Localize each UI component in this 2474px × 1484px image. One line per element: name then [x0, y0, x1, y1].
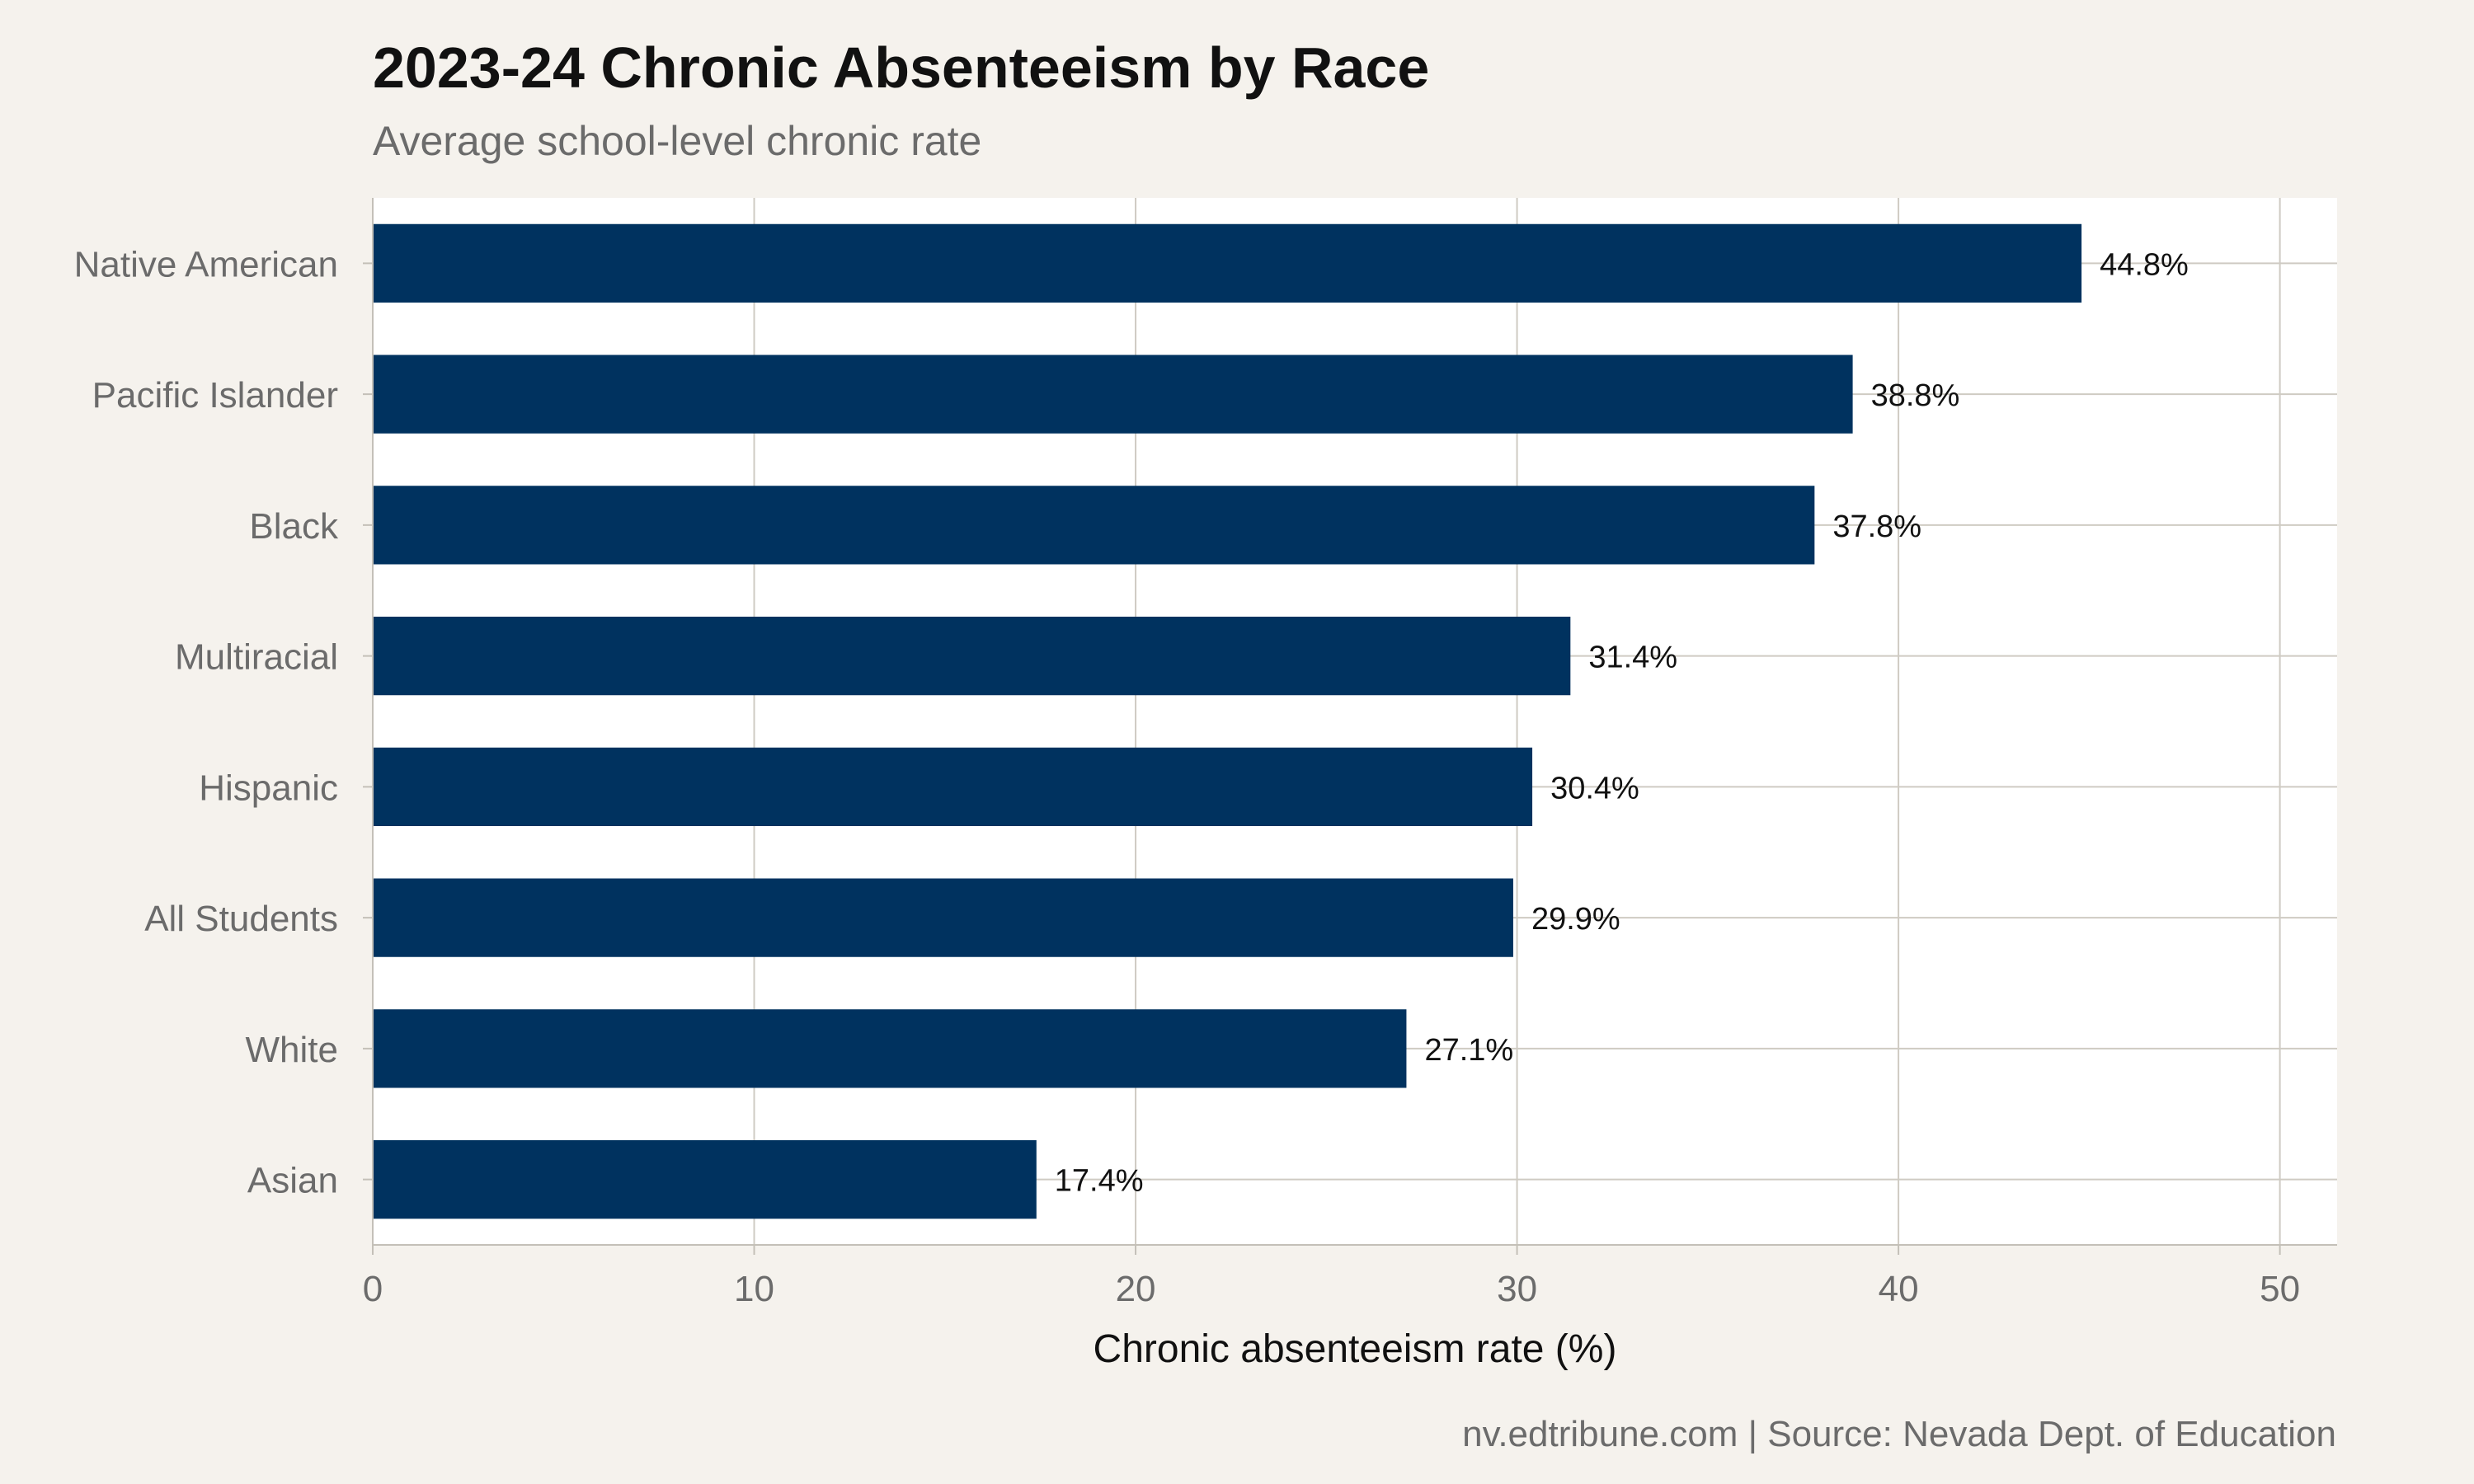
- bar-value-label: 30.4%: [1550, 771, 1639, 805]
- bar: [373, 1140, 1037, 1219]
- bar: [373, 223, 2082, 303]
- x-tick-label: 0: [363, 1269, 383, 1309]
- bar: [373, 617, 1571, 696]
- y-tick-label: Asian: [247, 1161, 338, 1201]
- bar: [373, 878, 1513, 957]
- source-caption: nv.edtribune.com | Source: Nevada Dept. …: [1462, 1414, 2336, 1454]
- x-tick-labels: 0 10 20 30 40 50: [363, 1245, 2300, 1309]
- x-tick-label: 40: [1879, 1269, 1919, 1309]
- chart-subtitle: Average school-level chronic rate: [373, 118, 982, 164]
- x-tick-label: 10: [734, 1269, 774, 1309]
- bar-value-label: 37.8%: [1832, 510, 1921, 544]
- y-tick-label: Black: [249, 506, 339, 547]
- y-tick-label: Native American: [74, 244, 338, 284]
- bar-value-label: 38.8%: [1871, 378, 1960, 413]
- bars: [373, 223, 2082, 1219]
- bar-value-label: 27.1%: [1424, 1033, 1513, 1068]
- bar: [373, 747, 1533, 826]
- y-tick-label: White: [246, 1030, 338, 1070]
- chart-title: 2023-24 Chronic Absenteeism by Race: [373, 35, 1430, 100]
- bar-value-label: 29.9%: [1531, 902, 1620, 937]
- x-tick-label: 30: [1497, 1269, 1537, 1309]
- bar-value-label: 17.4%: [1055, 1164, 1144, 1199]
- x-axis-title: Chronic absenteeism rate (%): [1094, 1327, 1617, 1371]
- y-tick-label: Pacific Islander: [92, 375, 338, 416]
- bar: [373, 355, 1853, 434]
- data-labels: 44.8% 38.8% 37.8% 31.4% 30.4% 29.9% 27.1% 17.4%: [1055, 247, 2189, 1198]
- bar-value-label: 31.4%: [1588, 641, 1677, 675]
- y-tick-label: Hispanic: [199, 768, 338, 808]
- bar: [373, 486, 1815, 565]
- bar-value-label: 44.8%: [2100, 247, 2189, 282]
- x-tick-label: 50: [2260, 1269, 2300, 1309]
- y-tick-label: All Students: [144, 899, 338, 939]
- bar: [373, 1009, 1407, 1088]
- y-tick-label: Multiracial: [175, 637, 338, 678]
- y-tick-labels: Native American Pacific Islander Black Mult…: [74, 244, 373, 1201]
- x-tick-label: 20: [1116, 1269, 1156, 1309]
